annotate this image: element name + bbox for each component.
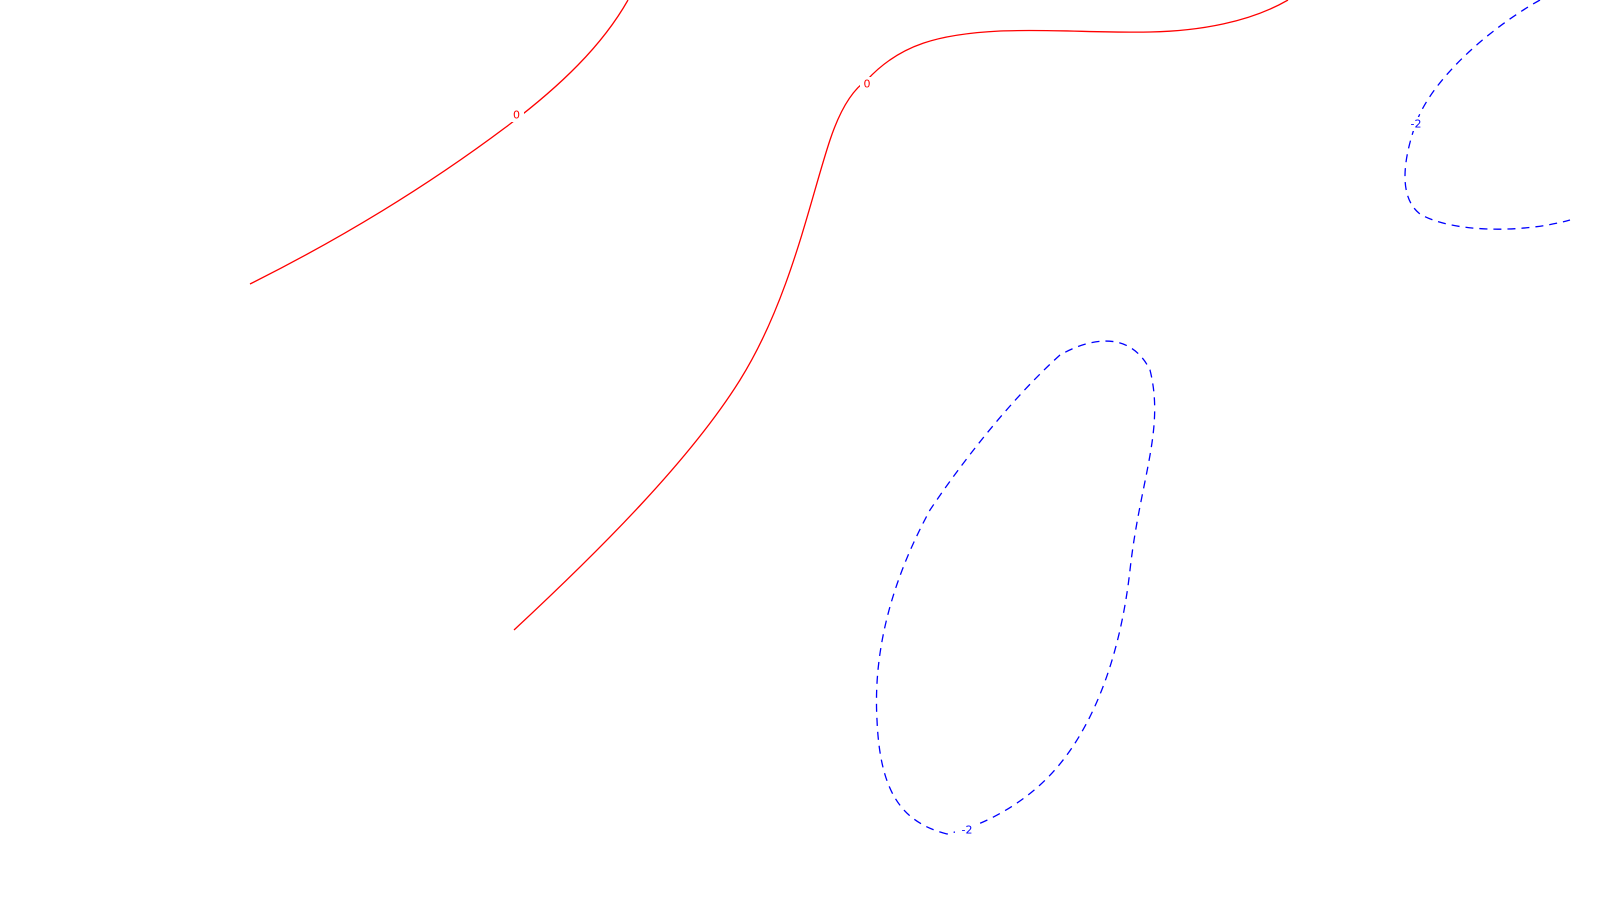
label-background-0-left [509,108,524,122]
contour-labels: 0 0 -2 -2 [509,77,1427,837]
label-background-minus-2-upper [1405,117,1427,131]
label-background-0-middle [860,77,875,91]
contour-line-level-0-left [249,0,629,285]
label-background-minus-2-lower [955,823,979,837]
contour-line-level-minus-2-lower [875,340,1156,835]
contour-line-level-0-middle [513,0,1289,631]
contour-label-minus-2-lower: -2 [962,824,973,837]
contour-label-minus-2-upper: -2 [1411,118,1422,131]
contour-label-0-left: 0 [513,109,520,122]
contour-label-0-middle: 0 [864,78,871,91]
contour-line-level-minus-2-upper [1404,0,1571,230]
